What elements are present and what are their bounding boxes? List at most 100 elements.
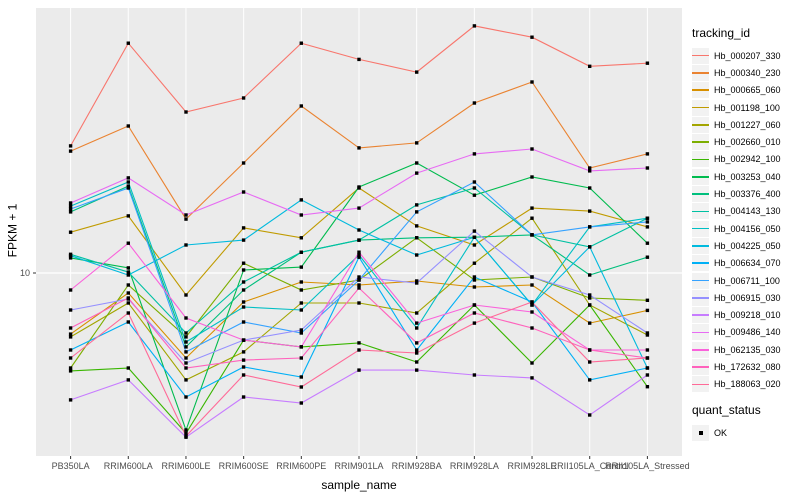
- data-point: [68, 366, 73, 370]
- data-point: [68, 256, 73, 260]
- data-point: [645, 216, 650, 220]
- data-point: [68, 335, 73, 339]
- data-point: [530, 206, 534, 210]
- y-axis-title: FPKM + 1: [5, 203, 20, 258]
- data-point: [472, 261, 477, 265]
- legend-entry-label: Hb_009218_010: [714, 310, 781, 321]
- data-point: [299, 280, 303, 284]
- legend: tracking_id Hb_000207_330 Hb_000340_230 Hb…: [692, 26, 798, 441]
- legend-entry: Hb_062135_030: [692, 341, 798, 358]
- data-point: [588, 296, 592, 300]
- data-point: [68, 326, 73, 330]
- legend-key-line-icon: [692, 220, 709, 237]
- data-point: [126, 320, 130, 324]
- legend-entry-label: Hb_172632_080: [714, 361, 781, 372]
- legend-entry: Hb_006711_100: [692, 272, 798, 289]
- legend-key-line-icon: [692, 134, 709, 151]
- data-point: [68, 356, 73, 360]
- data-point: [472, 311, 477, 315]
- legend-entry-ok: OK: [692, 424, 798, 441]
- data-point: [184, 340, 188, 344]
- data-point: [241, 96, 246, 100]
- data-point: [184, 110, 188, 114]
- data-point: [530, 283, 534, 287]
- data-point: [184, 434, 188, 438]
- x-tick-label: RRII105LA_Control: [551, 461, 629, 471]
- legend-key-line-icon: [692, 116, 709, 133]
- legend-entry: Hb_000665_060: [692, 82, 798, 99]
- legend-entry: Hb_006634_070: [692, 255, 798, 272]
- data-point: [126, 186, 130, 190]
- data-point: [415, 224, 419, 228]
- legend-entry-label: Hb_000340_230: [714, 67, 781, 78]
- data-point: [299, 401, 303, 405]
- data-point: [299, 301, 303, 305]
- data-point: [241, 190, 246, 194]
- data-point: [299, 328, 303, 332]
- data-point: [530, 35, 534, 39]
- data-point: [126, 241, 130, 245]
- data-point: [184, 350, 188, 354]
- data-point: [588, 169, 592, 173]
- legend-entry: Hb_004156_050: [692, 220, 798, 237]
- legend-key-line-icon: [692, 99, 709, 116]
- data-point: [530, 275, 534, 279]
- data-point: [241, 268, 246, 272]
- legend-key-line-icon: [692, 324, 709, 341]
- data-point: [126, 270, 130, 274]
- data-point: [530, 326, 534, 330]
- legend-key-line-icon: [692, 47, 709, 64]
- data-point: [415, 70, 419, 74]
- data-point: [472, 275, 477, 279]
- legend-entry-label: Hb_000207_330: [714, 50, 781, 61]
- data-point: [126, 366, 130, 370]
- data-point: [126, 214, 130, 218]
- data-point: [530, 216, 534, 220]
- data-point: [415, 348, 419, 352]
- data-point: [588, 413, 592, 417]
- data-point: [530, 147, 534, 151]
- y-tick-label: 10: [20, 268, 30, 278]
- legend-key-line-icon: [692, 307, 709, 324]
- data-point: [299, 331, 303, 335]
- data-point: [530, 300, 534, 304]
- data-point: [645, 298, 650, 302]
- data-point: [530, 175, 534, 179]
- data-point: [299, 308, 303, 312]
- data-point: [357, 146, 361, 150]
- legend-entries: Hb_000207_330 Hb_000340_230 Hb_000665_060 H…: [692, 47, 798, 393]
- data-point: [241, 300, 246, 304]
- data-point: [415, 351, 419, 355]
- data-point: [241, 358, 246, 362]
- data-point: [588, 225, 592, 229]
- data-point: [357, 253, 361, 257]
- legend-entry-label: Hb_003253_040: [714, 171, 781, 182]
- data-point: [472, 229, 477, 233]
- legend-entry-label: Hb_006915_030: [714, 292, 781, 303]
- data-point: [241, 320, 246, 324]
- data-point: [645, 385, 650, 389]
- legend-entry-label: Hb_006634_070: [714, 258, 781, 269]
- data-point: [415, 141, 419, 145]
- data-point: [357, 286, 361, 290]
- data-point: [530, 376, 534, 380]
- data-point: [126, 283, 130, 287]
- data-point: [68, 398, 73, 402]
- legend-entry: Hb_004143_130: [692, 203, 798, 220]
- data-point: [68, 204, 73, 208]
- legend-entry: Hb_001198_100: [692, 99, 798, 116]
- data-point: [588, 360, 592, 364]
- legend-entry-label: Hb_188063_020: [714, 379, 781, 390]
- data-point: [472, 278, 477, 282]
- legend-key-line-icon: [692, 168, 709, 185]
- legend-entry: Hb_003253_040: [692, 168, 798, 185]
- data-point: [184, 316, 188, 320]
- data-point: [645, 356, 650, 360]
- data-point: [241, 288, 246, 292]
- data-point: [415, 161, 419, 165]
- data-point: [68, 254, 73, 258]
- x-tick-label: RRIM600SE: [219, 461, 269, 471]
- data-point: [472, 373, 477, 377]
- data-point: [357, 348, 361, 352]
